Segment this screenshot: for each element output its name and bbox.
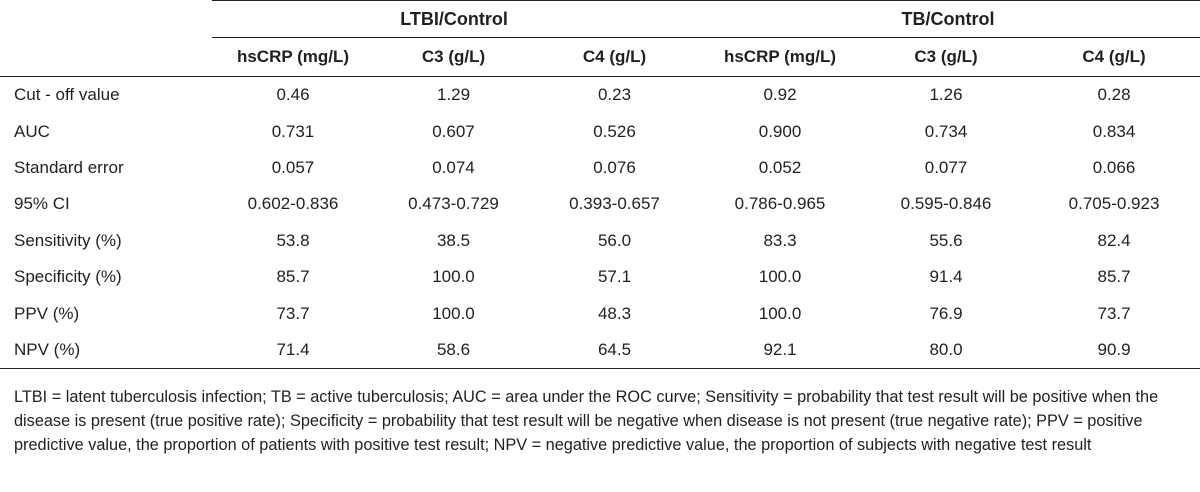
table-cell: 58.6 [374, 331, 533, 370]
table-cell: 0.607 [432, 121, 475, 141]
table-cell: 0.92 [763, 85, 797, 105]
row-label: PPV (%) [14, 303, 80, 323]
table-cell: 83.3 [763, 230, 797, 250]
table-cell: 92.1 [696, 331, 865, 370]
group-header-ltbi-control: LTBI/Control [212, 0, 697, 38]
table-cell: 0.731 [271, 121, 315, 141]
row-label: NPV (%) [0, 331, 212, 370]
column-header: C3 (g/L) [374, 37, 533, 77]
table-row: Specificity (%) 85.7 100.0 57.1 100.0 91.4 85.… [0, 259, 1200, 295]
column-header: hsCRP (mg/L) [696, 37, 865, 77]
table-cell: 71.4 [212, 331, 374, 370]
table-cell: 0.900 [758, 121, 802, 141]
table-cell: 56.0 [597, 230, 632, 250]
table-cell: 100.0 [432, 267, 475, 287]
table-cell: 0.393-0.657 [569, 194, 660, 214]
table-row: Standard error 0.057 0.074 0.076 0.052 0.077 0… [0, 150, 1200, 186]
column-header: C4 (g/L) [1028, 37, 1200, 77]
table-cell: 100.0 [432, 303, 475, 323]
table-cell: 57.1 [597, 267, 632, 287]
row-label: AUC [14, 121, 50, 141]
column-header-row: hsCRP (mg/L) C3 (g/L) C4 (g/L) hsCRP (mg… [0, 37, 1200, 77]
table-cell: 100.0 [758, 267, 802, 287]
table-cell: 0.057 [271, 157, 315, 177]
table-row: Sensitivity (%) 53.8 38.5 56.0 83.3 55.6 82.4 [0, 223, 1200, 259]
table-cell: 0.23 [597, 85, 632, 105]
table-cell: 0.052 [758, 157, 802, 177]
table-cell: 0.066 [1092, 157, 1136, 177]
table-cell: 76.9 [929, 303, 963, 323]
table-cell: 85.7 [1097, 267, 1131, 287]
table-cell: 0.602-0.836 [247, 194, 339, 214]
table-cell: 55.6 [929, 230, 963, 250]
table-cell: 0.074 [432, 157, 475, 177]
table-cell: 1.29 [436, 85, 471, 105]
table-cell: 1.26 [929, 85, 963, 105]
group-header-blank [0, 1, 212, 38]
table-cell: 38.5 [436, 230, 471, 250]
column-header: hsCRP (mg/L) [212, 37, 374, 77]
table-cell: 64.5 [533, 331, 697, 370]
table-cell: 90.9 [1028, 331, 1200, 370]
column-header-blank [0, 37, 212, 77]
table-cell: 100.0 [758, 303, 802, 323]
row-label: Cut - off value [14, 85, 120, 105]
table-cell: 85.7 [276, 267, 310, 287]
table-cell: 91.4 [929, 267, 963, 287]
table-cell: 82.4 [1097, 230, 1131, 250]
row-label: Standard error [14, 157, 124, 177]
table-cell: 0.46 [276, 85, 310, 105]
results-table: LTBI/Control TB/Control hsCRP (mg/L) C3 … [0, 0, 1200, 370]
table-footnote: LTBI = latent tuberculosis infection; TB… [14, 388, 1159, 454]
table-row: PPV (%) 73.7 100.0 48.3 100.0 76.9 73.7 [0, 295, 1200, 331]
table-row: Cut - off value 0.46 1.29 0.23 0.92 1.26 0.28 [0, 77, 1200, 114]
table-cell: 48.3 [597, 303, 632, 323]
table-cell: 0.834 [1092, 121, 1136, 141]
table-cell: 73.7 [1097, 303, 1131, 323]
table-cell: 0.077 [924, 157, 968, 177]
table-body: Cut - off value 0.46 1.29 0.23 0.92 1.26 0.28 A… [0, 77, 1200, 370]
table-cell: 53.8 [276, 230, 310, 250]
row-label: Specificity (%) [14, 267, 122, 287]
table-cell: 0.076 [593, 157, 636, 177]
results-table-container: LTBI/Control TB/Control hsCRP (mg/L) C3 … [0, 0, 1200, 370]
row-label: 95% CI [14, 194, 70, 214]
table-cell: 73.7 [276, 303, 310, 323]
table-cell: 0.526 [593, 121, 636, 141]
table-cell: 0.28 [1097, 85, 1131, 105]
row-label: Sensitivity (%) [14, 230, 122, 250]
table-cell: 80.0 [864, 331, 1029, 370]
table-cell: 0.473-0.729 [408, 194, 499, 214]
table-cell: 0.595-0.846 [900, 194, 992, 214]
table-row: AUC 0.731 0.607 0.526 0.900 0.734 0.834 [0, 113, 1200, 149]
table-cell: 0.705-0.923 [1068, 194, 1160, 214]
column-header: C4 (g/L) [533, 37, 697, 77]
table-cell: 0.786-0.965 [734, 194, 826, 214]
group-header-tb-control: TB/Control [696, 0, 1200, 38]
table-cell: 0.734 [924, 121, 968, 141]
group-header-row: LTBI/Control TB/Control [0, 0, 1200, 38]
table-row: NPV (%) 71.4 58.6 64.5 92.1 80.0 90.9 [0, 331, 1200, 370]
table-row: 95% CI 0.602-0.836 0.473-0.729 0.393-0.657 0… [0, 186, 1200, 222]
column-header: C3 (g/L) [864, 37, 1029, 77]
